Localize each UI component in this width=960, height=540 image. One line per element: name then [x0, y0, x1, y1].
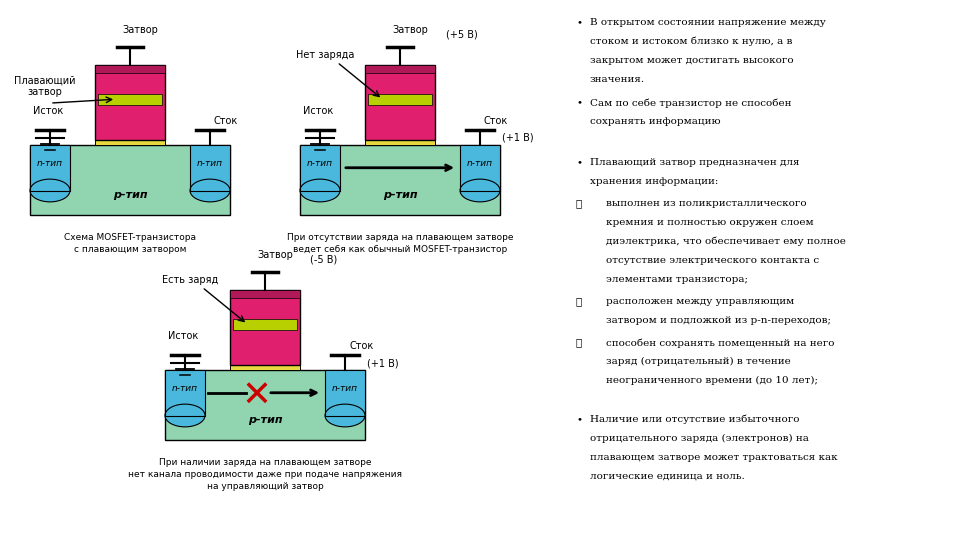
Bar: [233, 319, 298, 330]
Text: отрицательного заряда (электронов) на: отрицательного заряда (электронов) на: [590, 434, 809, 443]
Text: затвором и подложкой из p-n-переходов;: затвором и подложкой из p-n-переходов;: [606, 316, 831, 325]
Text: Нет заряда: Нет заряда: [296, 50, 354, 60]
Text: Сток: Сток: [214, 116, 238, 126]
Text: При отсутствии заряда на плавающем затворе: При отсутствии заряда на плавающем затво…: [287, 233, 514, 242]
Text: нет канала проводимости даже при подаче напряжения: нет канала проводимости даже при подаче …: [128, 470, 402, 479]
Text: заряд (отрицательный) в течение: заряд (отрицательный) в течение: [606, 357, 791, 366]
Text: ведет себя как обычный MOSFET-транзистор: ведет себя как обычный MOSFET-транзистор: [293, 245, 507, 254]
Text: логические единица и ноль.: логические единица и ноль.: [590, 472, 745, 481]
Bar: [300, 145, 340, 191]
Bar: [190, 145, 230, 191]
Text: элементами транзистора;: элементами транзистора;: [606, 275, 748, 284]
Text: Плавающий
затвор: Плавающий затвор: [14, 75, 76, 97]
Bar: [30, 145, 230, 215]
Text: плавающем затворе может трактоваться как: плавающем затворе может трактоваться как: [590, 453, 838, 462]
Text: В открытом состоянии напряжение между: В открытом состоянии напряжение между: [590, 18, 826, 27]
Text: р-тип: р-тип: [248, 415, 282, 426]
Text: n-тип: n-тип: [197, 159, 223, 168]
Bar: [98, 93, 162, 105]
Text: При наличии заряда на плавающем затворе: При наличии заряда на плавающем затворе: [158, 458, 372, 467]
Ellipse shape: [300, 179, 340, 202]
Text: расположен между управляющим: расположен между управляющим: [606, 297, 794, 306]
Ellipse shape: [30, 179, 70, 202]
Text: Исток: Исток: [168, 331, 198, 341]
Text: (+1 В): (+1 В): [502, 133, 534, 143]
Ellipse shape: [190, 179, 230, 202]
Bar: [368, 93, 432, 105]
Bar: [325, 370, 365, 415]
Text: кремния и полностью окружен слоем: кремния и полностью окружен слоем: [606, 218, 814, 227]
Bar: [165, 370, 365, 440]
Text: сохранять информацию: сохранять информацию: [590, 117, 721, 126]
Bar: [30, 145, 70, 191]
Text: Исток: Исток: [33, 106, 63, 116]
Text: n-тип: n-тип: [467, 159, 493, 168]
Text: стоком и истоком близко к нулю, а в: стоком и истоком близко к нулю, а в: [590, 37, 792, 46]
Bar: [460, 145, 500, 191]
Text: n-тип: n-тип: [307, 159, 333, 168]
Text: выполнен из поликристаллического: выполнен из поликристаллического: [606, 199, 806, 208]
Bar: [165, 370, 205, 415]
Bar: [230, 290, 300, 298]
Text: с плавающим затвором: с плавающим затвором: [74, 245, 186, 254]
Text: закрытом может достигать высокого: закрытом может достигать высокого: [590, 56, 794, 65]
Text: Затвор: Затвор: [257, 250, 294, 260]
Text: хранения информации:: хранения информации:: [590, 177, 718, 186]
Text: •: •: [576, 158, 582, 167]
Text: n-тип: n-тип: [332, 384, 358, 393]
Text: (+1 В): (+1 В): [367, 358, 398, 368]
Text: Сам по себе транзистор не способен: Сам по себе транзистор не способен: [590, 98, 791, 107]
Text: диэлектрика, что обеспечивает ему полное: диэлектрика, что обеспечивает ему полное: [606, 237, 846, 246]
Bar: [300, 145, 500, 215]
Ellipse shape: [325, 404, 365, 427]
Bar: [165, 370, 205, 415]
Bar: [365, 65, 435, 140]
Text: р-тип: р-тип: [112, 191, 147, 200]
Ellipse shape: [165, 404, 205, 427]
Bar: [460, 145, 500, 191]
Text: n-тип: n-тип: [172, 384, 198, 393]
Bar: [95, 65, 165, 140]
Bar: [95, 140, 165, 145]
Bar: [300, 145, 340, 191]
Text: Наличие или отсутствие избыточного: Наличие или отсутствие избыточного: [590, 415, 800, 424]
Text: Сток: Сток: [484, 116, 508, 126]
Text: способен сохранять помещенный на него: способен сохранять помещенный на него: [606, 338, 834, 348]
Bar: [190, 145, 230, 191]
Text: ✓: ✓: [576, 338, 582, 347]
Ellipse shape: [460, 179, 500, 202]
Text: на управляющий затвор: на управляющий затвор: [206, 482, 324, 491]
Text: n-тип: n-тип: [37, 159, 63, 168]
Text: Схема MOSFET-транзистора: Схема MOSFET-транзистора: [64, 233, 196, 242]
Text: Есть заряд: Есть заряд: [162, 275, 218, 285]
Text: ✓: ✓: [576, 199, 582, 208]
Text: •: •: [576, 18, 582, 27]
Text: р-тип: р-тип: [383, 191, 418, 200]
Text: Плавающий затвор предназначен для: Плавающий затвор предназначен для: [590, 158, 800, 167]
Text: значения.: значения.: [590, 75, 645, 84]
Text: (-5 В): (-5 В): [310, 254, 338, 264]
Bar: [365, 140, 435, 145]
Text: Затвор: Затвор: [393, 25, 428, 35]
Text: неограниченного времени (до 10 лет);: неограниченного времени (до 10 лет);: [606, 376, 818, 385]
Text: Затвор: Затвор: [123, 25, 158, 35]
Text: (+5 В): (+5 В): [445, 29, 477, 39]
Bar: [30, 145, 70, 191]
Text: •: •: [576, 415, 582, 424]
Text: •: •: [576, 98, 582, 107]
Text: Исток: Исток: [302, 106, 333, 116]
Text: Сток: Сток: [349, 341, 373, 351]
Bar: [230, 290, 300, 365]
Bar: [95, 65, 165, 72]
Text: отсутствие электрического контакта с: отсутствие электрического контакта с: [606, 256, 819, 265]
Bar: [325, 370, 365, 415]
Bar: [365, 65, 435, 72]
Text: ✓: ✓: [576, 297, 582, 306]
Bar: [230, 365, 300, 370]
